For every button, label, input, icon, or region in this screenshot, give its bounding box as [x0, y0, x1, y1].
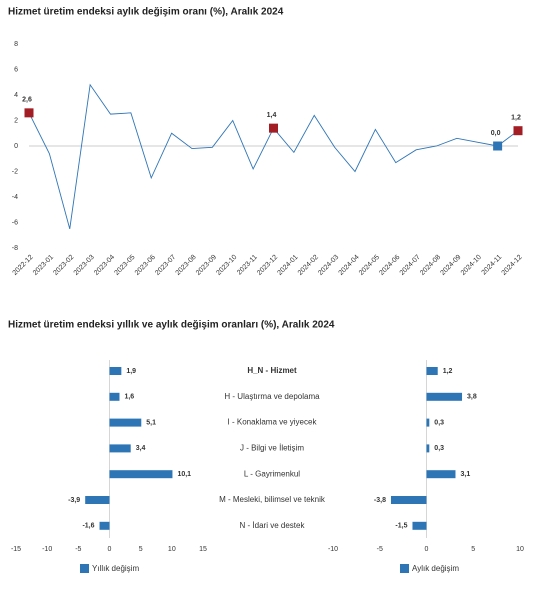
- x-tick-label: 2024-02: [297, 254, 320, 277]
- x-tick-label: 2023-11: [236, 254, 259, 277]
- value-label: 10,1: [177, 471, 191, 478]
- marker: [269, 123, 278, 133]
- x-tick-label: -5: [377, 546, 383, 553]
- bar: [426, 418, 430, 427]
- marker: [513, 126, 523, 136]
- x-tick-label: 2023-05: [113, 254, 136, 277]
- x-tick-label: 0: [425, 546, 429, 553]
- value-label: 3,4: [136, 445, 146, 452]
- line: [28, 83, 519, 229]
- x-tick-label: 0: [108, 546, 112, 553]
- value-label: 1,6: [124, 394, 134, 401]
- legend-label: Aylık değişim: [412, 564, 459, 573]
- bar: [426, 367, 438, 375]
- bar: [109, 418, 142, 427]
- bar: [426, 470, 456, 479]
- y-tick-label: 2: [14, 117, 18, 124]
- value-label: 2,6: [22, 97, 32, 104]
- y-tick-label: -6: [12, 219, 18, 226]
- y-tick-label: -4: [12, 194, 18, 201]
- category-label: H - Ulaştırma ve depolama: [224, 392, 320, 401]
- x-tick-label: -5: [75, 546, 81, 553]
- x-tick-label: 5: [139, 546, 143, 553]
- value-label: 0,3: [434, 445, 444, 452]
- x-tick-label: 2024-03: [317, 254, 340, 277]
- category-label: L - Gayrimenkul: [244, 469, 300, 478]
- bar: [85, 496, 110, 504]
- y-tick-label: 8: [14, 41, 18, 48]
- bar: [412, 521, 427, 530]
- x-tick-label: -15: [11, 546, 21, 553]
- value-label: 1,2: [511, 115, 521, 122]
- x-tick-label: 2024-06: [378, 254, 401, 277]
- x-tick-label: 2024-11: [481, 254, 504, 277]
- y-tick-label: -8: [12, 245, 18, 252]
- x-tick-label: 2023-06: [134, 254, 157, 277]
- category-label: I - Konaklama ve yiyecek: [228, 418, 318, 427]
- x-tick-label: -10: [328, 546, 338, 553]
- x-tick-label: 2024-01: [276, 254, 299, 277]
- x-tick-label: 5: [471, 546, 475, 553]
- category-label: N - İdari ve destek: [240, 521, 306, 530]
- x-tick-label: 2023-10: [215, 254, 238, 277]
- value-label: 0,3: [434, 419, 444, 426]
- legend-label: Yıllık değişim: [92, 564, 139, 573]
- y-tick-label: 4: [14, 92, 18, 99]
- legend-swatch: [400, 564, 409, 573]
- bar: [390, 496, 427, 504]
- x-tick-label: 2024-09: [439, 254, 462, 277]
- value-label: 1,4: [267, 112, 277, 119]
- bar: [426, 392, 463, 401]
- x-tick-label: 10: [516, 546, 524, 553]
- value-label: -3,8: [374, 497, 386, 504]
- x-tick-label: 2024-05: [358, 254, 381, 277]
- bar: [99, 521, 110, 530]
- category-label: J - Bilgi ve İletişim: [240, 444, 304, 453]
- x-tick-label: 2023-08: [175, 254, 198, 277]
- category-label: H_N - Hizmet: [247, 366, 297, 375]
- value-label: -1,6: [82, 523, 94, 530]
- marker: [493, 141, 503, 151]
- legend-swatch: [80, 564, 89, 573]
- value-label: 5,1: [146, 419, 156, 426]
- x-tick-label: 2024-08: [419, 254, 442, 277]
- x-tick-label: 2024-04: [338, 254, 361, 277]
- x-tick-label: 2023-09: [195, 254, 218, 277]
- x-tick-label: 2023-07: [154, 254, 177, 277]
- y-tick-label: -2: [12, 168, 18, 175]
- x-tick-label: -10: [42, 546, 52, 553]
- bar: [426, 444, 430, 453]
- x-tick-label: 2024-12: [501, 254, 524, 277]
- x-tick-label: 2024-10: [460, 254, 483, 277]
- category-label: M - Mesleki, bilimsel ve teknik: [219, 495, 326, 504]
- bar: [109, 392, 120, 401]
- x-tick-label: 2023-01: [32, 254, 55, 277]
- value-label: 0,0: [491, 130, 501, 137]
- x-tick-label: 2024-07: [399, 254, 422, 277]
- value-label: -1,5: [395, 523, 407, 530]
- bar: [109, 444, 131, 453]
- x-tick-label: 10: [168, 546, 176, 553]
- x-tick-label: 2023-04: [93, 254, 116, 277]
- y-tick-label: 6: [14, 66, 18, 73]
- x-tick-label: 2023-12: [256, 254, 279, 277]
- bar: [109, 470, 173, 479]
- value-label: -3,9: [68, 497, 80, 504]
- x-tick-label: 2023-02: [52, 254, 75, 277]
- value-label: 3,1: [460, 471, 470, 478]
- chart-title: Hizmet üretim endeksi yıllık ve aylık de…: [8, 320, 335, 331]
- value-label: 1,2: [443, 368, 453, 375]
- bar: [109, 367, 122, 375]
- marker: [24, 108, 34, 118]
- value-label: 1,9: [126, 368, 136, 375]
- value-label: 3,8: [467, 394, 477, 401]
- x-tick-label: 15: [199, 546, 207, 553]
- chart-title: Hizmet üretim endeksi aylık değişim oran…: [8, 7, 284, 18]
- y-tick-label: 0: [14, 143, 18, 150]
- x-tick-label: 2022-12: [12, 254, 35, 277]
- x-tick-label: 2023-03: [73, 254, 96, 277]
